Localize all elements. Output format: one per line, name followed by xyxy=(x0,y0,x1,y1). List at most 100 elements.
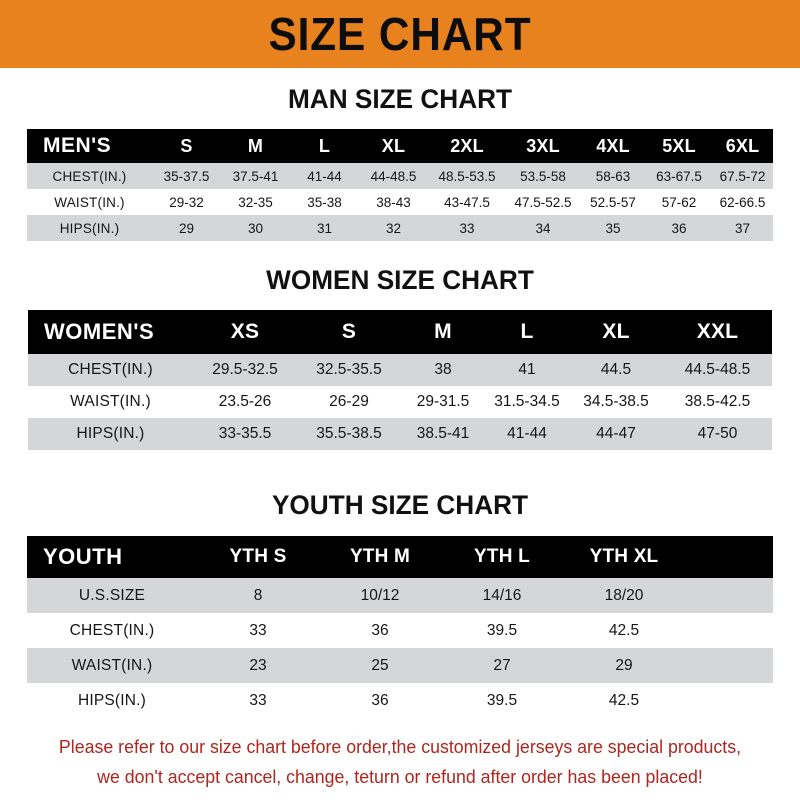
women-measurement-cell: 32.5-35.5 xyxy=(316,361,382,378)
youth-measurement-cell: 18/20 xyxy=(604,586,644,604)
women-size-header-xl: XL xyxy=(602,320,630,343)
men-measurement-cell: 33 xyxy=(459,220,475,236)
youth-measurement-cell: 33 xyxy=(249,691,267,709)
men-measurement-cell: 67.5-72 xyxy=(719,168,766,184)
table-row: WAIST(IN.) 23 25 27 29 xyxy=(27,648,773,683)
men-measurement-cell: 30 xyxy=(247,220,264,236)
men-measurement-cell: 37.5-41 xyxy=(232,168,279,184)
women-measurement-cell: 38.5-42.5 xyxy=(684,393,751,410)
men-size-header-s: S xyxy=(180,135,193,156)
men-measurement-cell: 35-38 xyxy=(307,194,342,210)
women-size-table: WOMEN'S XS S M L XL XXL CHEST(IN.) 29.5-32.5 32.5… xyxy=(28,310,772,450)
youth-measurement-cell: 27 xyxy=(493,656,511,674)
men-size-header-5xl: 5XL xyxy=(662,135,696,156)
men-measurement-cell: 58-63 xyxy=(595,168,631,184)
youth-measurement-cell: 39.5 xyxy=(486,621,518,639)
women-measurement-cell: 35.5-38.5 xyxy=(316,425,382,442)
men-size-table: MEN'S S M L XL 2XL 3XL 4XL 5XL 6XL CHEST(IN.) 35-37… xyxy=(27,129,773,241)
men-measurement-cell: 52.5-57 xyxy=(590,194,636,210)
men-measurement-cell: 32-35 xyxy=(238,194,273,210)
men-measurement-cell: 43-47.5 xyxy=(444,194,490,210)
men-measurement-cell: 29-32 xyxy=(169,194,204,210)
women-measurement-cell: 29.5-32.5 xyxy=(212,361,278,378)
youth-measurement-cell: 10/12 xyxy=(360,586,400,604)
men-measurement-cell: 53.5-58 xyxy=(520,168,566,184)
women-measurement-cell: 33-35.5 xyxy=(218,425,272,442)
youth-cell-spacer xyxy=(685,578,773,613)
men-row-label: CHEST(IN.) xyxy=(52,168,127,184)
women-measurement-cell: 34.5-38.5 xyxy=(583,393,649,410)
men-measurement-cell: 47.5-52.5 xyxy=(514,194,572,210)
women-row-label: HIPS(IN.) xyxy=(76,425,145,442)
table-row: WAIST(IN.) 29-32 32-35 35-38 38-43 43-47.5 47.… xyxy=(27,189,773,215)
women-measurement-cell: 44.5 xyxy=(600,361,632,378)
women-measurement-cell: 29-31.5 xyxy=(416,393,470,410)
men-size-header-2xl: 2XL xyxy=(450,135,484,156)
men-size-header-xl: XL xyxy=(381,135,406,156)
women-size-header-xs: XS xyxy=(230,320,260,343)
men-measurement-cell: 37 xyxy=(734,220,751,236)
men-measurement-cell: 38-43 xyxy=(376,194,411,210)
youth-measurement-cell: 14/16 xyxy=(482,586,522,604)
women-size-header-xxl: XXL xyxy=(696,320,739,343)
men-measurement-cell: 63-67.5 xyxy=(656,168,702,184)
men-header-label: MEN'S xyxy=(43,134,112,157)
women-measurement-cell: 23.5-26 xyxy=(218,393,272,410)
youth-size-header-yth-l: YTH L xyxy=(474,546,530,567)
youth-cell-spacer xyxy=(685,648,773,683)
women-row-label: CHEST(IN.) xyxy=(68,361,153,378)
men-row-label: WAIST(IN.) xyxy=(54,194,125,210)
men-measurement-cell: 44-48.5 xyxy=(370,168,417,184)
men-size-header-4xl: 4XL xyxy=(596,135,630,156)
youth-header-label: YOUTH xyxy=(43,544,123,569)
youth-measurement-cell: 25 xyxy=(371,656,389,674)
women-measurement-cell: 38 xyxy=(434,361,452,378)
youth-size-header-yth-s: YTH S xyxy=(229,546,287,567)
youth-cell-spacer xyxy=(685,683,773,718)
men-size-header-3xl: 3XL xyxy=(526,135,560,156)
table-row: U.S.SIZE 8 10/12 14/16 18/20 xyxy=(27,578,773,613)
men-measurement-cell: 31 xyxy=(316,220,333,236)
women-measurement-cell: 31.5-34.5 xyxy=(494,393,560,410)
men-size-header-l: L xyxy=(318,135,331,156)
table-row: CHEST(IN.) 33 36 39.5 42.5 xyxy=(27,613,773,648)
youth-measurement-cell: 36 xyxy=(371,691,389,709)
men-measurement-cell: 36 xyxy=(671,220,687,236)
table-row: WAIST(IN.) 23.5-26 26-29 29-31.5 31.5-34.5 34… xyxy=(28,386,772,418)
youth-cell-spacer xyxy=(685,613,773,648)
women-section: WOMEN SIZE CHART WOMEN'S XS S M L XL XXL CHEST(… xyxy=(0,265,800,450)
men-measurement-cell: 62-66.5 xyxy=(719,194,766,210)
youth-row-label: CHEST(IN.) xyxy=(69,621,155,639)
women-measurement-cell: 38.5-41 xyxy=(416,425,470,442)
men-measurement-cell: 57-62 xyxy=(661,194,697,210)
women-measurement-cell: 44.5-48.5 xyxy=(684,361,751,378)
page-title: SIZE CHART xyxy=(268,8,532,60)
table-row: HIPS(IN.) 33-35.5 35.5-38.5 38.5-41 41-44 44-… xyxy=(28,418,772,450)
women-measurement-cell: 44-47 xyxy=(596,425,636,442)
women-size-header-m: M xyxy=(434,320,452,343)
note-line-2: we don't accept cancel, change, teturn o… xyxy=(97,766,703,787)
men-measurement-cell: 48.5-53.5 xyxy=(438,168,496,184)
men-measurement-cell: 35 xyxy=(605,220,621,236)
table-row: HIPS(IN.) 29 30 31 32 33 34 35 36 37 xyxy=(27,215,773,241)
women-measurement-cell: 41-44 xyxy=(507,425,547,442)
table-row: CHEST(IN.) 29.5-32.5 32.5-35.5 38 41 44.5 44.5… xyxy=(28,354,772,386)
youth-measurement-cell: 42.5 xyxy=(608,621,640,639)
youth-section: YOUTH SIZE CHART YOUTH YTH S YTH M YTH L YTH… xyxy=(0,490,800,718)
men-section: MAN SIZE CHART MEN'S S M L XL 2XL 3XL 4XL 5XL 6XL… xyxy=(0,84,800,241)
youth-section-title: YOUTH SIZE CHART xyxy=(271,490,529,520)
men-header-row: MEN'S S M L XL 2XL 3XL 4XL 5XL 6XL xyxy=(27,129,773,163)
men-size-header-6xl: 6XL xyxy=(725,135,760,156)
youth-measurement-cell: 33 xyxy=(249,621,267,639)
women-measurement-cell: 47-50 xyxy=(697,425,738,442)
men-measurement-cell: 34 xyxy=(535,220,551,236)
women-header-label: WOMEN'S xyxy=(44,319,155,344)
youth-measurement-cell: 29 xyxy=(615,656,633,674)
women-size-header-l: L xyxy=(520,320,534,343)
youth-measurement-cell: 42.5 xyxy=(608,691,640,709)
youth-size-table: YOUTH YTH S YTH M YTH L YTH XL U.S.SIZE 8 10/12… xyxy=(27,536,773,718)
page-banner: SIZE CHART xyxy=(0,0,800,68)
youth-row-label: WAIST(IN.) xyxy=(71,656,153,674)
note-line-1: Please refer to our size chart before or… xyxy=(58,736,742,757)
